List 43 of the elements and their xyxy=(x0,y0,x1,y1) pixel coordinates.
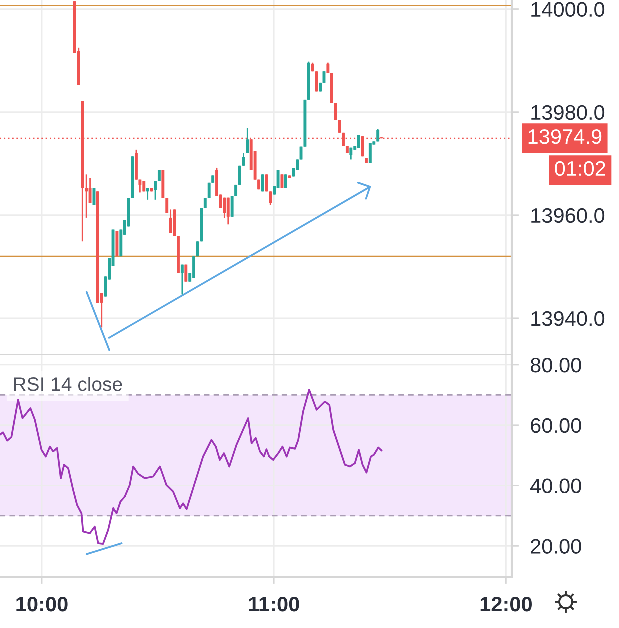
candlestick xyxy=(338,119,342,134)
candlestick xyxy=(334,102,338,121)
text: 01:02 xyxy=(555,161,606,176)
y-tick-label: 80.00 xyxy=(530,358,582,373)
candlestick xyxy=(315,70,318,92)
y-tick-label: 13940.0 xyxy=(532,311,605,326)
ref-line-label: 13974.9 xyxy=(528,129,602,144)
candlestick xyxy=(223,197,226,220)
y-tick-label: 20.00 xyxy=(531,539,582,554)
candlestick xyxy=(138,179,142,194)
candlestick xyxy=(361,136,364,158)
candlestick xyxy=(261,174,264,192)
candlestick xyxy=(154,180,157,201)
y-tick-label: 60.00 xyxy=(531,418,582,434)
y-tick-label: 13980.0 xyxy=(532,105,605,120)
y-tick-label: 40.00 xyxy=(530,478,582,494)
candlestick xyxy=(284,174,288,189)
text: RSI 14 close xyxy=(14,377,122,392)
candlestick xyxy=(280,174,284,189)
line-series xyxy=(108,182,372,339)
candlestick xyxy=(226,197,230,226)
candlestick xyxy=(208,182,211,200)
candlestick xyxy=(265,174,268,192)
candlestick xyxy=(230,196,234,218)
candlestick xyxy=(322,70,326,84)
x-tick-label: 12:00 xyxy=(480,596,532,612)
candlestick xyxy=(368,142,372,164)
candlestick xyxy=(246,128,250,154)
candlestick xyxy=(146,187,150,201)
candlestick xyxy=(242,152,246,167)
y-tick-label: 13960.0 xyxy=(532,208,605,224)
candlestick xyxy=(92,187,96,206)
candlestick xyxy=(357,134,360,150)
candlestick xyxy=(376,128,380,142)
candlestick xyxy=(184,264,188,283)
candlestick xyxy=(269,190,272,206)
candlestick xyxy=(158,169,161,182)
candlestick xyxy=(180,264,184,296)
y-tick-label: 14000.0 xyxy=(532,2,605,18)
candlestick xyxy=(196,240,200,258)
candlestick xyxy=(166,198,169,214)
x-tick-label: 11:00 xyxy=(249,596,300,612)
x-tick-label: 10:00 xyxy=(16,596,68,612)
